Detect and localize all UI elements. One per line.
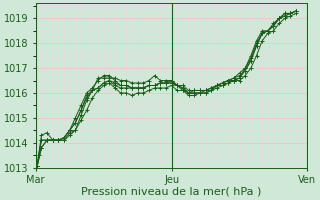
X-axis label: Pression niveau de la mer( hPa ): Pression niveau de la mer( hPa ) (81, 187, 262, 197)
